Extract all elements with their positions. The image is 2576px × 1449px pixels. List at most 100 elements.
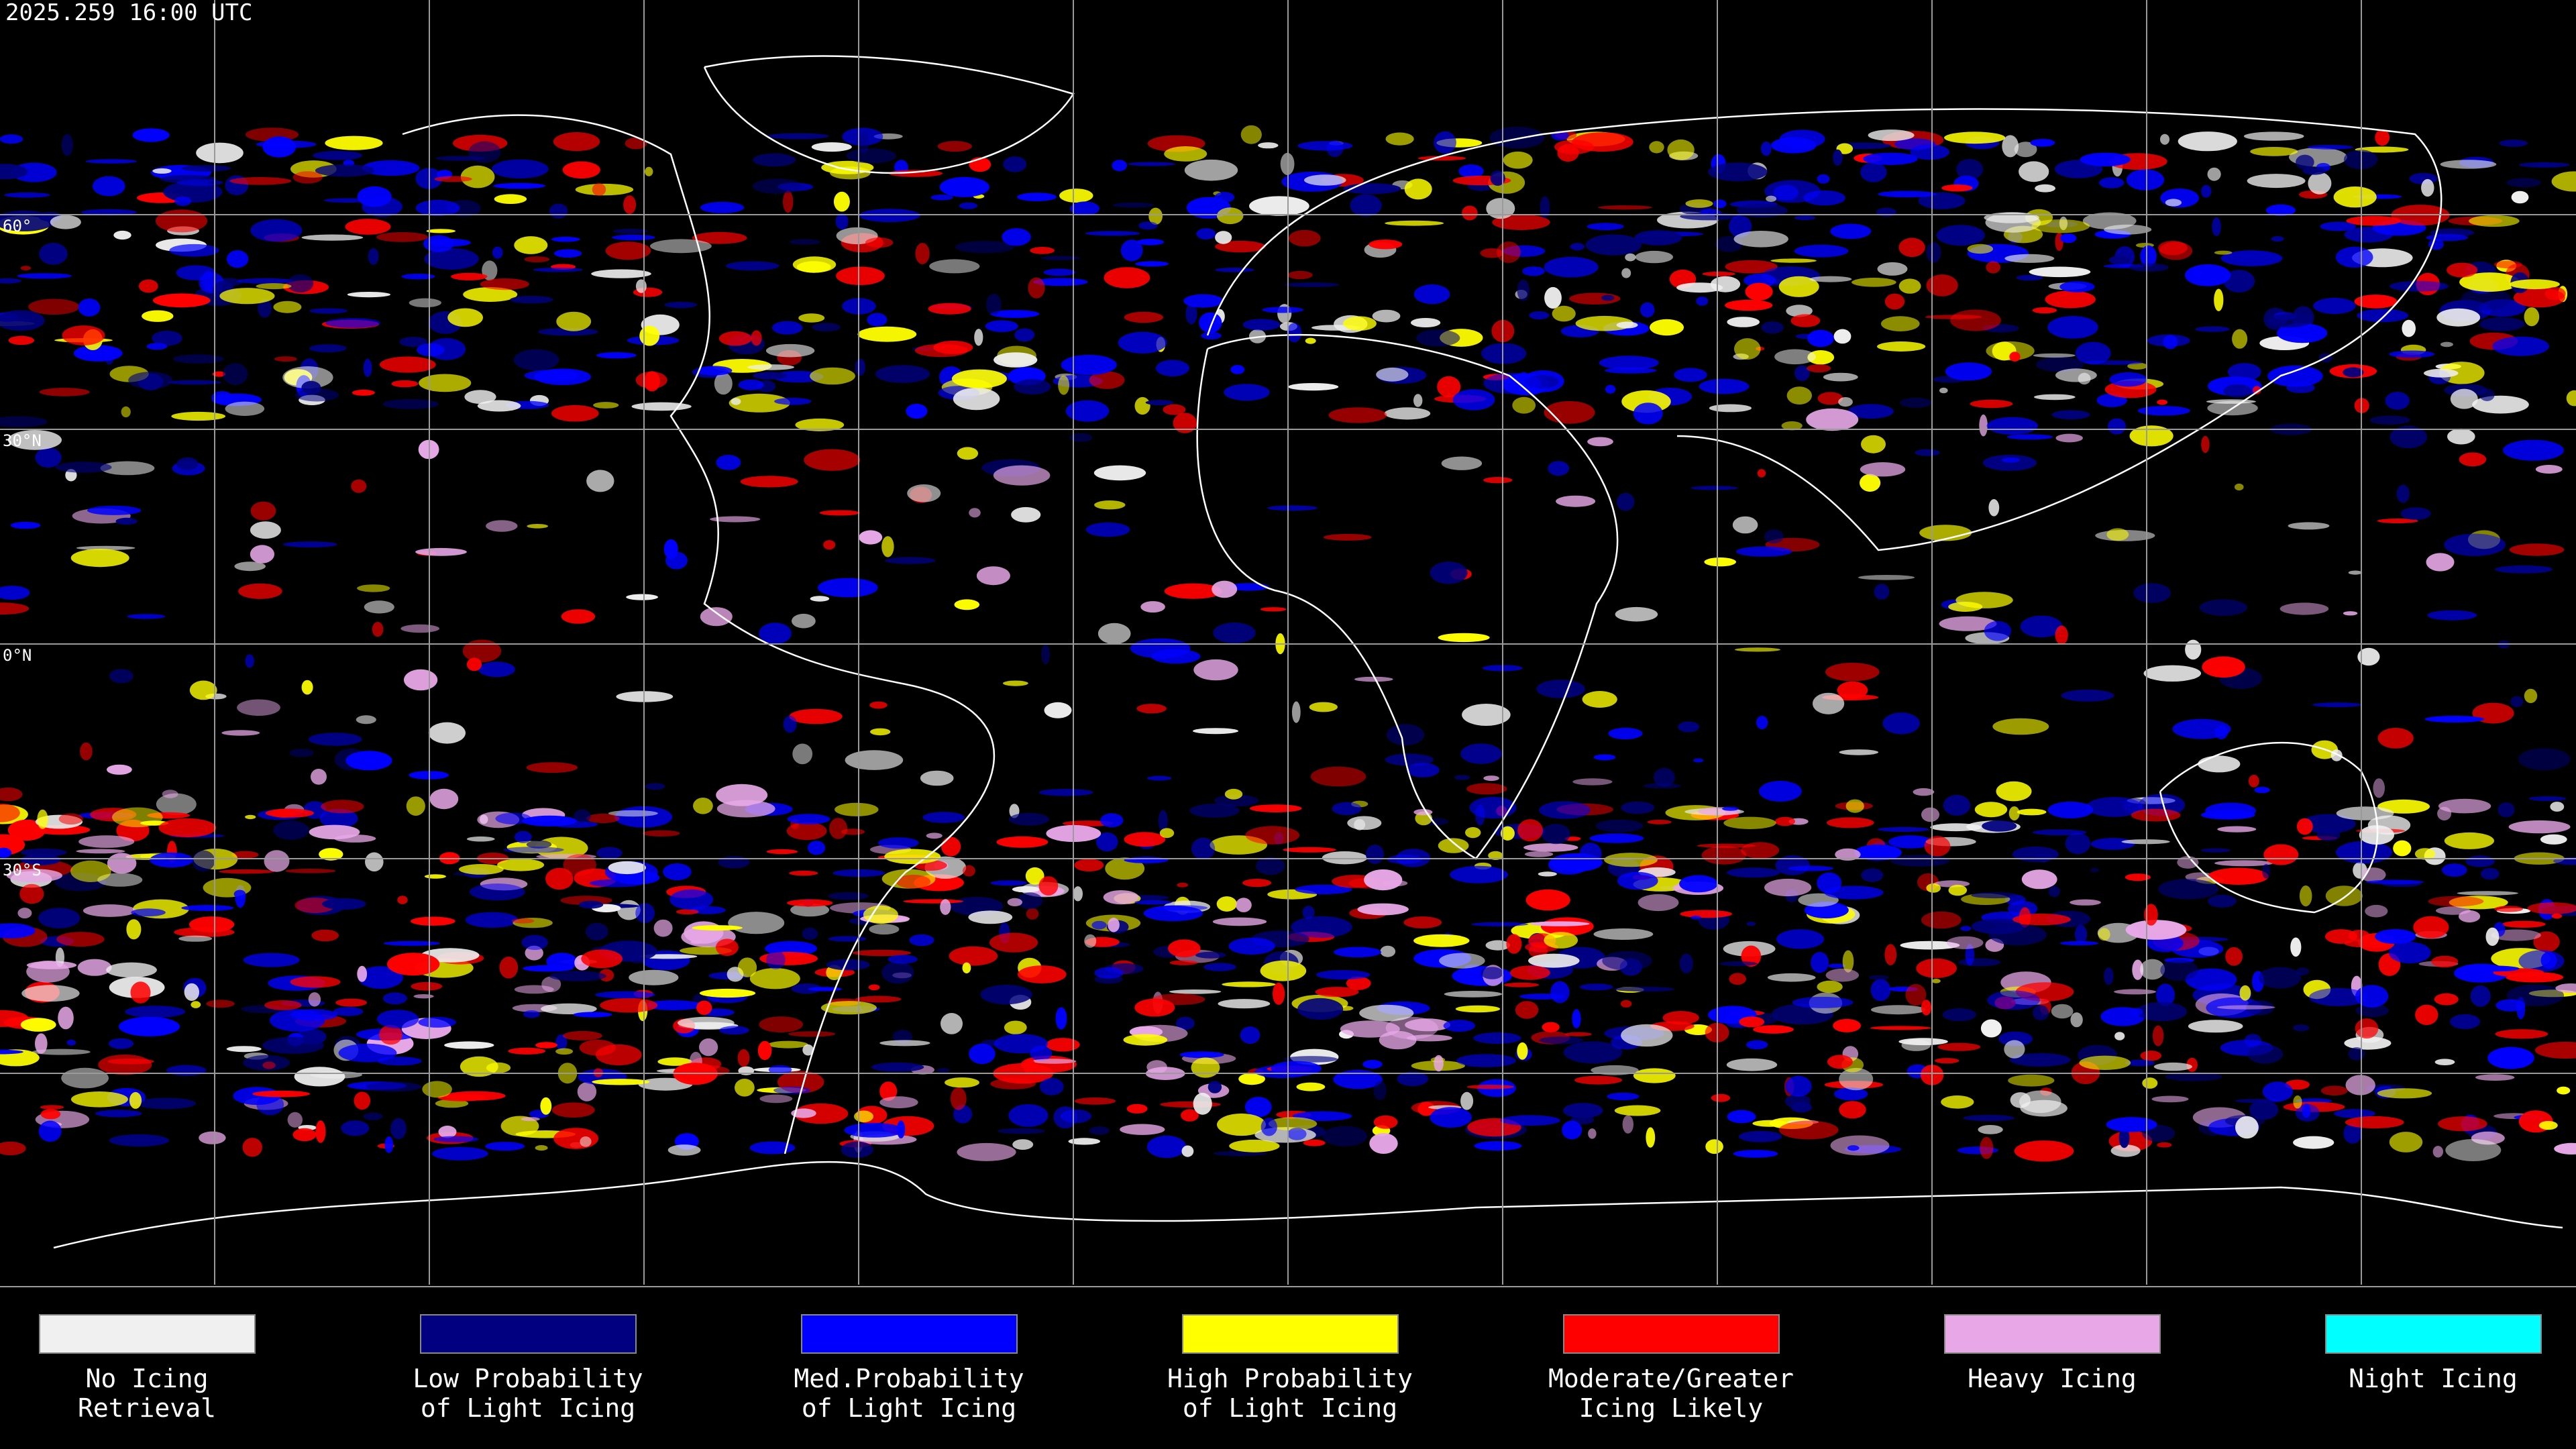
icing-patch xyxy=(8,335,34,345)
icing-patch xyxy=(1038,789,1093,796)
icing-patch xyxy=(1224,384,1270,401)
icing-patch xyxy=(1332,802,1362,816)
icing-patch xyxy=(365,852,384,872)
icing-patch xyxy=(1830,1135,1890,1156)
icing-patch xyxy=(2299,885,2312,907)
icing-patch xyxy=(828,892,869,900)
icing-patch xyxy=(1105,857,1145,880)
icing-patch xyxy=(669,889,714,910)
icing-patch xyxy=(2428,896,2484,907)
icing-patch xyxy=(2479,317,2525,331)
icing-patch xyxy=(2333,186,2377,208)
icing-patch xyxy=(1291,701,1301,723)
icing-patch xyxy=(612,234,655,241)
icing-patch xyxy=(1043,268,1076,276)
icing-patch xyxy=(1544,286,1562,309)
icing-patch xyxy=(1244,1097,1272,1118)
icing-patch xyxy=(1941,184,1973,192)
icing-patch xyxy=(181,905,234,911)
icing-patch xyxy=(2140,1051,2161,1061)
icing-patch xyxy=(347,292,391,298)
icing-patch xyxy=(1757,469,1766,478)
icing-patch xyxy=(563,854,596,876)
icing-patch xyxy=(976,566,1010,586)
icing-patch xyxy=(1704,557,1736,567)
icing-patch xyxy=(415,199,460,217)
icing-patch xyxy=(1416,329,1460,347)
icing-patch xyxy=(718,855,750,869)
icing-patch xyxy=(524,256,550,263)
icing-patch xyxy=(2019,907,2031,928)
icing-patch xyxy=(2207,894,2237,908)
icing-patch xyxy=(833,191,850,212)
icing-patch xyxy=(1775,855,1810,875)
icing-patch xyxy=(358,966,403,989)
icing-patch xyxy=(364,600,394,614)
icing-patch xyxy=(845,750,904,770)
icing-patch xyxy=(387,953,440,976)
icing-patch xyxy=(1324,533,1372,541)
icing-patch xyxy=(783,191,794,213)
icing-patch xyxy=(792,743,813,765)
icing-patch xyxy=(2290,937,2302,957)
icing-patch xyxy=(2267,365,2323,387)
icing-patch xyxy=(1296,1082,1326,1091)
icing-patch xyxy=(541,1003,597,1014)
icing-patch xyxy=(2309,987,2368,1006)
icing-patch xyxy=(2144,904,2158,926)
icing-patch xyxy=(100,461,155,476)
icing-patch xyxy=(1605,384,1616,394)
icing-patch xyxy=(1089,1126,1110,1135)
icing-patch xyxy=(1100,813,1124,828)
icing-patch xyxy=(1723,816,1776,830)
icing-patch xyxy=(962,865,975,877)
icing-patch xyxy=(0,278,21,284)
icing-patch xyxy=(1305,337,1316,344)
icing-patch xyxy=(128,372,173,389)
icing-patch xyxy=(1563,1103,1603,1118)
icing-patch xyxy=(1249,196,1309,216)
icing-patch xyxy=(1055,1007,1067,1030)
icing-patch xyxy=(1406,763,1440,777)
icing-patch xyxy=(1824,885,1884,900)
icing-patch xyxy=(1179,1051,1224,1059)
icing-patch xyxy=(1986,261,2000,274)
map: 60° 30°N 0°N 30°S xyxy=(0,0,2576,1287)
icing-patch xyxy=(2047,801,2094,818)
icing-patch xyxy=(1524,851,1554,857)
icing-patch xyxy=(1136,704,1167,714)
icing-patch xyxy=(2336,841,2392,864)
icing-patch xyxy=(1529,311,1550,320)
icing-patch xyxy=(1177,882,1188,888)
icing-patch xyxy=(1212,580,1238,598)
icing-patch xyxy=(2496,999,2526,1012)
icing-patch xyxy=(2108,418,2126,435)
icing-patch xyxy=(1752,1120,1788,1127)
icing-patch xyxy=(451,272,488,280)
icing-patch xyxy=(551,1102,595,1118)
icing-patch xyxy=(1870,1026,1931,1030)
icing-patch xyxy=(1709,404,1752,413)
icing-patch xyxy=(2369,415,2410,425)
icing-patch xyxy=(0,803,20,822)
icing-patch xyxy=(729,393,790,413)
icing-patch xyxy=(2207,167,2221,181)
icing-patch xyxy=(852,949,912,957)
icing-patch xyxy=(2320,1085,2348,1096)
icing-patch xyxy=(521,934,548,951)
icing-patch xyxy=(1023,1059,1036,1074)
icing-patch xyxy=(2185,639,2202,660)
icing-patch xyxy=(2137,1002,2187,1022)
icing-patch xyxy=(219,869,274,874)
icing-patch xyxy=(129,1091,142,1109)
icing-patch xyxy=(1041,644,1050,665)
icing-patch xyxy=(2195,326,2230,332)
icing-patch xyxy=(2302,167,2326,175)
icing-patch xyxy=(1950,309,2001,331)
icing-patch xyxy=(596,847,623,859)
icing-patch xyxy=(854,1110,873,1123)
icing-patch xyxy=(2426,553,2455,572)
icing-patch xyxy=(996,836,1049,848)
icing-patch xyxy=(2070,1012,2083,1028)
icing-patch xyxy=(2345,1075,2375,1095)
